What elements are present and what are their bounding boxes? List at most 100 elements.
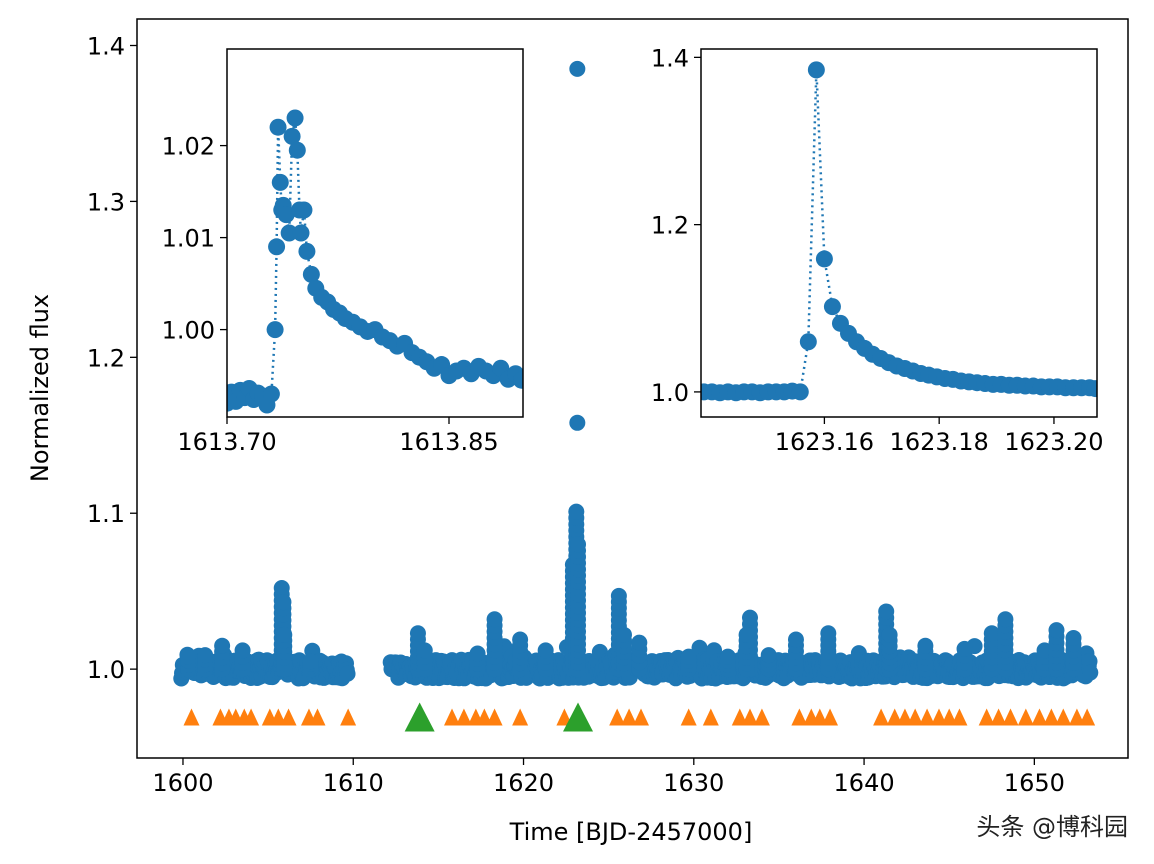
flare-point bbox=[302, 653, 319, 670]
flare-marker-triangle bbox=[886, 708, 903, 726]
inset-left-data-point bbox=[288, 141, 306, 159]
flare-marker-triangle bbox=[680, 708, 697, 726]
main-y-tick-label: 1.1 bbox=[87, 500, 125, 528]
flare-point bbox=[610, 587, 627, 604]
flare-point bbox=[956, 640, 973, 657]
main-x-tick-label: 1650 bbox=[1004, 769, 1065, 797]
flare-point bbox=[275, 594, 292, 611]
flare-point bbox=[615, 626, 632, 643]
inset-right-frame bbox=[700, 48, 1098, 418]
inset-right-x-tick-label: 1623.16 bbox=[775, 428, 874, 456]
flare-point bbox=[631, 634, 648, 651]
superflare-marker-triangle bbox=[404, 702, 435, 732]
inset-left-y-tick-label: 1.02 bbox=[162, 133, 215, 161]
flare-marker-triangle bbox=[1031, 708, 1048, 726]
flare-marker-triangle bbox=[951, 708, 968, 726]
flare-point bbox=[741, 609, 758, 626]
inset-left-data-point bbox=[295, 201, 313, 219]
flare-point bbox=[738, 626, 755, 643]
flare-point bbox=[273, 580, 290, 597]
data-point bbox=[1082, 664, 1099, 681]
flare-point bbox=[997, 611, 1014, 628]
flare-marker-triangle bbox=[907, 708, 924, 726]
inset-left-x-tick-label: 1613.85 bbox=[399, 428, 498, 456]
x-axis-label: Time [BJD-2457000] bbox=[509, 818, 753, 846]
flare-marker-triangle bbox=[280, 708, 297, 726]
flare-point bbox=[983, 625, 1000, 642]
inset-left-data-point bbox=[269, 118, 287, 136]
flare-point bbox=[719, 648, 736, 665]
flare-point bbox=[787, 631, 804, 648]
flare-marker-triangle bbox=[270, 708, 287, 726]
flare-point bbox=[760, 647, 777, 664]
flare-point bbox=[512, 631, 529, 648]
flare-marker-triangle bbox=[243, 708, 260, 726]
inset-left-data-point bbox=[283, 127, 301, 145]
flare-point bbox=[881, 626, 898, 643]
flare-marker-triangle bbox=[455, 708, 472, 726]
inset-right-y-tick-label: 1.2 bbox=[651, 212, 689, 240]
inset-right-data-point bbox=[791, 383, 809, 401]
inset-right-data-point bbox=[807, 61, 825, 79]
watermark: 头条 @博科园 bbox=[976, 813, 1128, 841]
flare-marker-triangle bbox=[978, 708, 995, 726]
flare-peak-point bbox=[569, 60, 586, 77]
inset-right-data-point bbox=[815, 250, 833, 268]
inset-left-data-point bbox=[292, 224, 310, 242]
flare-point bbox=[1036, 642, 1053, 659]
flare-marker-triangle bbox=[1043, 708, 1060, 726]
flare-marker-triangle bbox=[1055, 708, 1072, 726]
inset-right-y-tick-label: 1.0 bbox=[651, 379, 689, 407]
inset-right-y-tick-label: 1.4 bbox=[651, 44, 689, 72]
main-y-tick-label: 1.4 bbox=[87, 33, 125, 61]
flare-point bbox=[234, 642, 251, 659]
flare-marker-triangle bbox=[1002, 708, 1019, 726]
flare-point bbox=[180, 648, 197, 665]
inset-right-x-tick-label: 1623.18 bbox=[890, 428, 989, 456]
flare-marker-triangle bbox=[609, 708, 626, 726]
flare-marker-triangle bbox=[741, 708, 758, 726]
flare-point bbox=[276, 626, 293, 643]
flare-marker-triangle bbox=[1068, 708, 1085, 726]
flare-marker-triangle bbox=[621, 708, 638, 726]
data-point bbox=[1081, 653, 1098, 670]
flare-point bbox=[537, 642, 554, 659]
superflare-marker-triangle bbox=[563, 702, 594, 732]
inset-right-series bbox=[701, 61, 1097, 402]
flare-marker-triangle bbox=[340, 708, 357, 726]
inset-left-series bbox=[227, 109, 523, 414]
inset-right-background bbox=[701, 49, 1097, 417]
flare-marker-triangle bbox=[919, 708, 936, 726]
flare-point bbox=[409, 625, 426, 642]
flare-marker-triangle bbox=[512, 708, 529, 726]
flare-marker-triangle bbox=[1079, 708, 1096, 726]
flare-point bbox=[878, 603, 895, 620]
inset-right-plot: 1623.16 1623.18 1623.20 1.0 1.2 1.4 bbox=[651, 44, 1104, 456]
inset-left-y-tick-label: 1.01 bbox=[162, 225, 215, 253]
flare-point bbox=[568, 503, 585, 520]
flare-marker-triangle bbox=[486, 708, 503, 726]
inset-left-x-tick-label: 1613.70 bbox=[177, 428, 276, 456]
flare-point bbox=[197, 647, 214, 664]
main-x-tick-label: 1620 bbox=[493, 769, 554, 797]
flare-marker-triangle bbox=[731, 708, 748, 726]
flare-marker-triangle bbox=[896, 708, 913, 726]
flare-point bbox=[570, 536, 587, 553]
flare-point bbox=[1065, 629, 1082, 646]
y-axis-label: Normalized flux bbox=[26, 294, 54, 482]
inset-left-background bbox=[227, 49, 523, 417]
inset-right-x-tick-label: 1623.20 bbox=[1004, 428, 1103, 456]
inset-left-data-point bbox=[513, 371, 523, 389]
inset-right-data-point bbox=[1086, 380, 1097, 398]
inset-left-data-point bbox=[280, 224, 298, 242]
lightcurve-points bbox=[173, 60, 1099, 687]
flare-marker-triangle bbox=[791, 708, 808, 726]
main-x-tick-label: 1630 bbox=[663, 769, 724, 797]
flare-point bbox=[469, 645, 486, 662]
flare-point bbox=[917, 637, 934, 654]
inset-left-data-point bbox=[286, 109, 304, 127]
flare-point bbox=[416, 642, 433, 659]
inset-left-y-tick-label: 1.00 bbox=[162, 317, 215, 345]
main-x-tick-label: 1610 bbox=[323, 769, 384, 797]
flare-point bbox=[214, 637, 231, 654]
